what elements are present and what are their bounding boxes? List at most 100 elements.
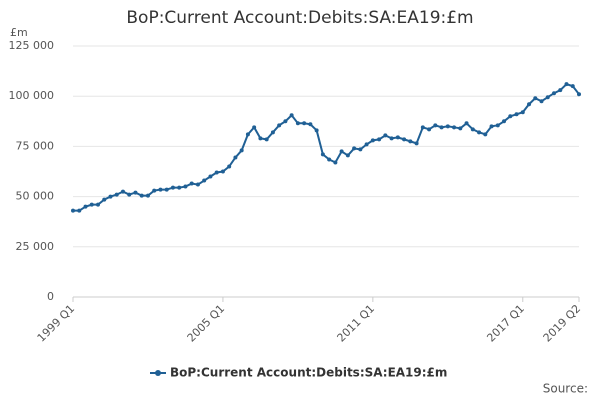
point <box>133 190 138 195</box>
point <box>508 114 513 119</box>
point <box>227 164 232 169</box>
point <box>139 193 144 198</box>
point <box>152 188 157 193</box>
y-tick-label: 125 000 <box>9 39 55 52</box>
point <box>208 174 213 179</box>
x-tick-label: 2019 Q2 <box>541 302 584 345</box>
point <box>308 122 313 127</box>
y-tick-label: 75 000 <box>16 139 55 152</box>
point <box>277 123 282 128</box>
point <box>389 136 394 141</box>
point <box>89 202 94 207</box>
point <box>520 110 525 115</box>
point <box>420 125 425 130</box>
chart-title: BoP:Current Account:Debits:SA:EA19:£m <box>126 8 473 28</box>
point <box>333 160 338 165</box>
point <box>295 121 300 126</box>
point <box>270 130 275 135</box>
x-tick-label: 1999 Q1 <box>35 302 78 345</box>
point <box>445 124 450 129</box>
point <box>289 113 294 118</box>
y-tick-label: 100 000 <box>9 89 55 102</box>
point <box>214 170 219 175</box>
point <box>433 123 438 128</box>
point <box>77 208 82 213</box>
point <box>358 147 363 152</box>
point <box>352 146 357 151</box>
point <box>495 123 500 128</box>
point <box>202 178 207 183</box>
point <box>514 112 519 117</box>
point <box>327 157 332 162</box>
point <box>539 99 544 104</box>
point <box>258 136 263 141</box>
point <box>114 192 119 197</box>
point <box>477 130 482 135</box>
point <box>83 204 88 209</box>
point <box>283 119 288 124</box>
point <box>252 125 257 130</box>
point <box>408 139 413 144</box>
point <box>402 137 407 142</box>
point <box>395 135 400 140</box>
point <box>102 197 107 202</box>
point <box>564 82 569 87</box>
point <box>264 137 269 142</box>
point <box>120 189 125 194</box>
point <box>71 208 75 213</box>
point <box>220 169 225 174</box>
point <box>377 137 382 142</box>
series-line <box>73 83 580 212</box>
source: Source: <box>543 382 588 396</box>
point <box>183 184 188 189</box>
point <box>427 127 432 132</box>
point <box>558 88 563 93</box>
point <box>189 181 194 186</box>
point <box>470 127 475 132</box>
legend-marker <box>155 370 161 376</box>
point <box>364 142 369 147</box>
point <box>370 138 375 143</box>
point <box>414 141 419 146</box>
point <box>195 182 200 187</box>
point <box>452 125 457 130</box>
point <box>502 119 507 124</box>
point <box>345 153 350 158</box>
point <box>339 149 344 154</box>
point <box>570 84 575 89</box>
point <box>108 194 113 199</box>
point <box>383 133 388 138</box>
point <box>527 102 532 107</box>
point <box>170 185 175 190</box>
point <box>233 155 238 160</box>
y-tick-label: 50 000 <box>16 190 55 203</box>
point <box>302 121 307 126</box>
point <box>545 95 550 100</box>
point <box>552 91 557 96</box>
point <box>177 185 182 190</box>
point <box>158 187 163 192</box>
legend-label: BoP:Current Account:Debits:SA:EA19:£m <box>170 366 447 380</box>
point <box>145 193 150 198</box>
point <box>127 192 132 197</box>
point <box>439 125 444 130</box>
point <box>577 92 581 97</box>
point <box>489 124 494 129</box>
point <box>458 126 463 131</box>
x-tick-label: 2005 Q1 <box>185 302 228 345</box>
point <box>533 96 538 101</box>
point <box>464 121 469 126</box>
y-unit: £m <box>10 26 28 39</box>
point <box>483 132 488 137</box>
point <box>320 152 325 157</box>
point <box>245 132 250 137</box>
y-tick-label: 25 000 <box>16 240 55 253</box>
point <box>314 128 319 133</box>
y-tick-label: 0 <box>47 290 54 303</box>
x-tick-label: 2017 Q1 <box>484 302 527 345</box>
point <box>164 187 169 192</box>
x-tick-label: 2011 Q1 <box>335 302 378 345</box>
point <box>95 202 100 207</box>
point <box>239 148 244 153</box>
